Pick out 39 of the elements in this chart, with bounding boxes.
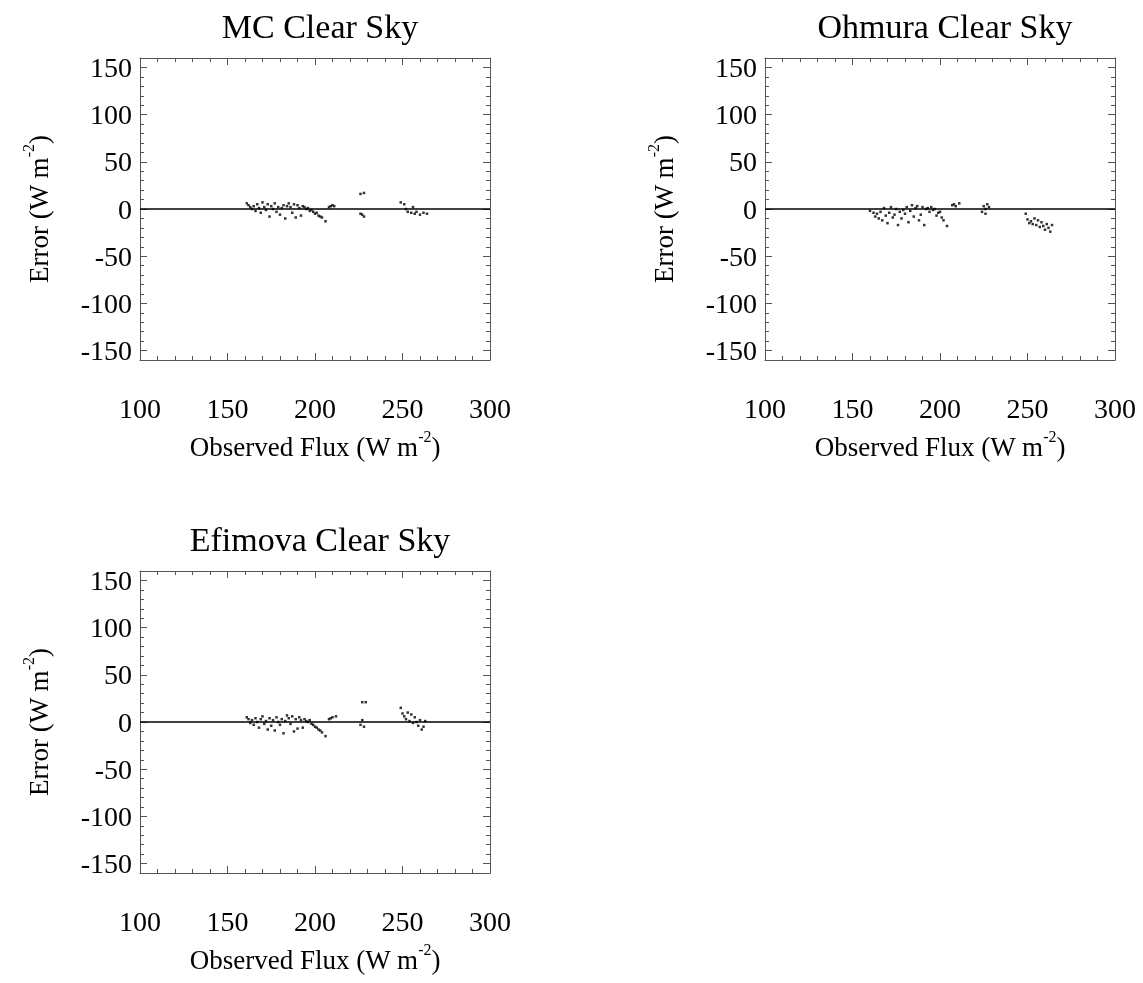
y-tick-label: -50 [94, 240, 132, 272]
x-tick-label: 300 [469, 905, 511, 937]
y-tick-label: -100 [705, 287, 757, 319]
y-tick-label: 100 [715, 99, 757, 131]
chart-title: MC Clear Sky [221, 7, 419, 45]
y-tick-label: 100 [90, 612, 132, 644]
x-tick-label: 150 [831, 392, 874, 424]
y-tick-label: 50 [104, 146, 132, 178]
y-tick-label: 150 [90, 51, 132, 83]
y-tick-label: -100 [80, 287, 132, 319]
y-axis-title: Error (W m-2) [644, 134, 679, 283]
y-tick-label: 0 [118, 193, 132, 225]
y-tick-label: -50 [94, 753, 132, 785]
y-tick-label: 0 [743, 193, 757, 225]
y-tick-label: 100 [90, 99, 132, 131]
chart-title: Efimova Clear Sky [189, 520, 451, 558]
x-tick-label: 200 [294, 905, 336, 937]
y-axis-title: Error (W m-2) [19, 134, 54, 283]
x-tick-label: 200 [919, 392, 961, 424]
y-tick-label: -50 [719, 240, 757, 272]
x-tick-label: 150 [206, 905, 249, 937]
y-tick-label: 50 [104, 659, 132, 691]
y-tick-label: -100 [80, 800, 132, 832]
x-tick-label: 150 [206, 392, 249, 424]
chart-title: Ohmura Clear Sky [817, 7, 1073, 45]
y-tick-label: -150 [705, 335, 757, 367]
x-tick-label: 250 [381, 905, 424, 937]
x-tick-label: 200 [294, 392, 336, 424]
y-tick-label: -150 [80, 848, 132, 880]
y-tick-label: 0 [118, 706, 132, 738]
x-tick-label: 250 [1006, 392, 1049, 424]
y-tick-label: 50 [729, 146, 757, 178]
y-tick-label: 150 [90, 564, 132, 596]
x-tick-label: 250 [381, 392, 424, 424]
x-tick-label: 300 [1094, 392, 1136, 424]
y-tick-label: -150 [80, 335, 132, 367]
x-tick-label: 300 [469, 392, 511, 424]
y-tick-label: 150 [715, 51, 757, 83]
y-axis-title: Error (W m-2) [19, 647, 54, 796]
